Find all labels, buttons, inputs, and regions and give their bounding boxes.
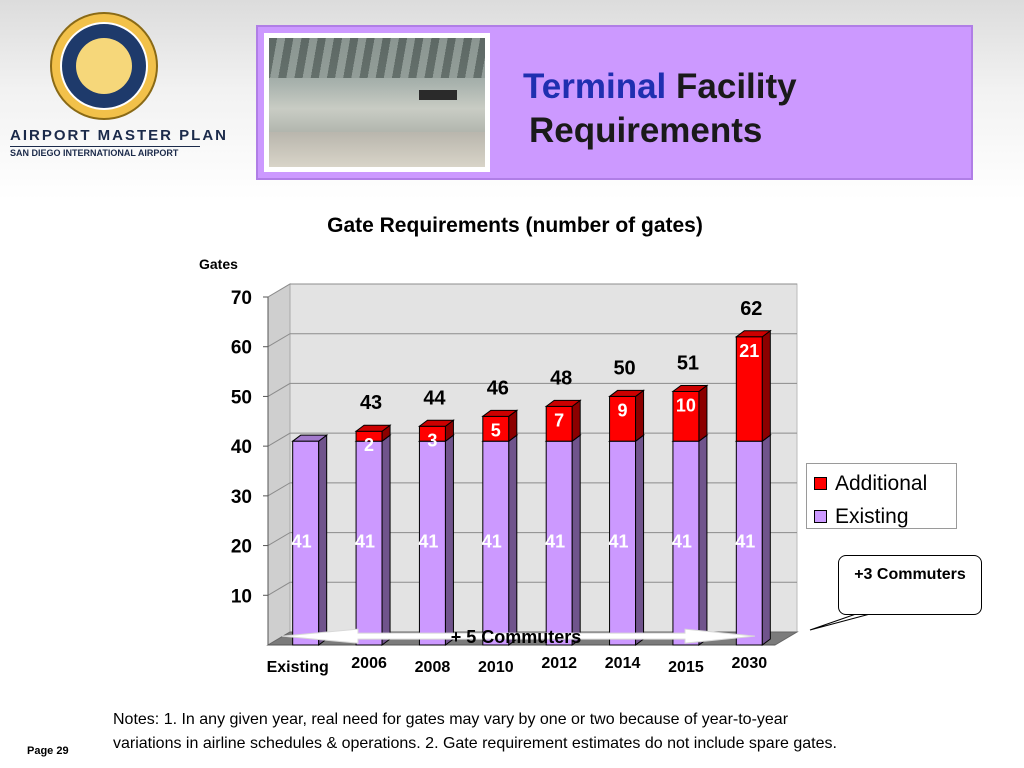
data-label-total-2010: 46 [487, 377, 509, 399]
bar-additional-2030-top [734, 330, 772, 338]
bar-additional-2014-side [635, 389, 645, 443]
gridline-60 [267, 333, 797, 348]
bar-additional-2014-top [608, 389, 646, 397]
y-tick-label-30: 30 [231, 487, 252, 508]
notes: Notes: 1. In any given year, real need f… [113, 708, 1018, 756]
commuters-arrow [281, 628, 756, 644]
bar-existing-2006-front [355, 440, 383, 646]
terminal-interior-image [269, 38, 485, 167]
terminal-photo [264, 33, 490, 172]
bar-existing-2012-side [571, 434, 581, 646]
data-label-existing-2015: 41 [672, 532, 692, 552]
x-tick-label-2030: 2030 [732, 655, 768, 672]
data-label-existing-Existing: 41 [292, 532, 312, 552]
org-subtitle: SAN DIEGO INTERNATIONAL AIRPORT [10, 148, 179, 158]
bar-existing-2015-side [698, 434, 708, 646]
y-tick-label-20: 20 [231, 537, 252, 558]
airport-authority-seal-icon [50, 12, 158, 120]
bar-existing-Existing-top [291, 434, 329, 442]
data-label-total-2015: 51 [677, 352, 699, 374]
data-label-existing-2012: 41 [545, 532, 565, 552]
data-label-total-2006: 43 [360, 392, 382, 414]
data-label-additional-2012: 7 [554, 410, 564, 430]
bar-additional-2012-top [544, 399, 582, 407]
notes-line-2: variations in airline schedules & operat… [113, 735, 837, 752]
y-tick-label-40: 40 [231, 437, 252, 458]
title-word-terminal: Terminal [523, 67, 667, 106]
bar-existing-2014-front [609, 440, 637, 646]
y-axis-label: Gates [199, 256, 238, 272]
data-label-additional-2030: 21 [739, 341, 759, 361]
bar-additional-2030-front [735, 336, 763, 442]
y-tick-label-50: 50 [231, 387, 252, 408]
y-tick-label-10: 10 [231, 586, 252, 607]
data-label-existing-2008: 41 [418, 532, 438, 552]
x-tick-label-Existing: Existing [267, 659, 329, 676]
title-word-facility: Facility [676, 67, 797, 106]
data-label-total-2008: 44 [423, 387, 446, 409]
notes-line-1: Notes: 1. In any given year, real need f… [113, 711, 789, 728]
y-tick-label-60: 60 [231, 338, 252, 359]
bar-additional-2015-side [698, 384, 708, 443]
data-label-existing-2006: 41 [355, 532, 375, 552]
bar-additional-2006-top [354, 424, 392, 432]
data-label-total-2030: 62 [740, 298, 762, 320]
x-tick-label-2014: 2014 [605, 655, 641, 672]
logo-block: AIRPORT MASTER PLAN SAN DIEGO INTERNATIO… [0, 0, 240, 170]
data-label-additional-2014: 9 [618, 400, 628, 420]
org-name: AIRPORT MASTER PLAN [10, 127, 226, 147]
x-tick-label-2006: 2006 [351, 655, 387, 672]
gridline-70 [267, 283, 797, 298]
chart-legend: Additional Existing [806, 463, 957, 529]
x-tick-label-2015: 2015 [668, 659, 704, 676]
x-tick-label-2012: 2012 [541, 655, 577, 672]
bar-additional-2030-side [761, 329, 771, 443]
data-label-additional-2015: 10 [676, 395, 696, 415]
data-label-additional-2010: 5 [491, 420, 501, 440]
data-label-total-2012: 48 [550, 367, 572, 389]
legend-item-existing: Existing [814, 505, 909, 529]
x-tick-label-2010: 2010 [478, 659, 514, 676]
bar-existing-2010-side [508, 434, 518, 646]
bar-existing-2015-front [672, 440, 700, 646]
data-label-additional-2006: 2 [364, 435, 374, 455]
bar-additional-2014-front [609, 395, 637, 442]
title-word-requirements: Requirements [529, 111, 763, 150]
callout-pointer [809, 613, 871, 631]
legend-item-additional: Additional [814, 472, 927, 496]
data-label-existing-2014: 41 [609, 532, 629, 552]
bar-additional-2012-front [545, 405, 573, 442]
bar-existing-2014-side [635, 434, 645, 646]
chart-title: Gate Requirements (number of gates) [327, 214, 703, 237]
data-label-total-2014: 50 [613, 357, 635, 379]
bar-existing-2008-side [444, 434, 454, 646]
gridline-50 [267, 382, 797, 397]
page-number: Page 29 [27, 745, 69, 757]
data-label-additional-2008: 3 [427, 430, 437, 450]
title-banner: Terminal Facility Requirements [256, 25, 973, 180]
bar-existing-2010-front [482, 440, 510, 646]
x-tick-label-2008: 2008 [415, 659, 451, 676]
bar-additional-2008-top [417, 419, 455, 427]
legend-swatch-existing [814, 510, 827, 523]
commuters-annotation: + 5 Commuters [451, 627, 582, 647]
y-tick-label-70: 70 [231, 288, 252, 309]
bar-additional-2012-side [571, 399, 581, 443]
bar-existing-2006-side [381, 434, 391, 646]
bar-existing-2008-front [418, 440, 446, 646]
commuters-callout: +3 Commuters [838, 555, 982, 615]
data-label-existing-2030: 41 [735, 532, 755, 552]
slide-title: Terminal Facility Requirements [523, 65, 943, 153]
data-label-existing-2010: 41 [482, 532, 502, 552]
bar-additional-2015-top [671, 384, 709, 392]
bar-additional-2010-top [481, 409, 519, 417]
bar-existing-2030-side [761, 434, 771, 646]
chart-side-wall [267, 283, 291, 646]
legend-swatch-additional [814, 477, 827, 490]
bar-existing-Existing-side [318, 434, 328, 646]
